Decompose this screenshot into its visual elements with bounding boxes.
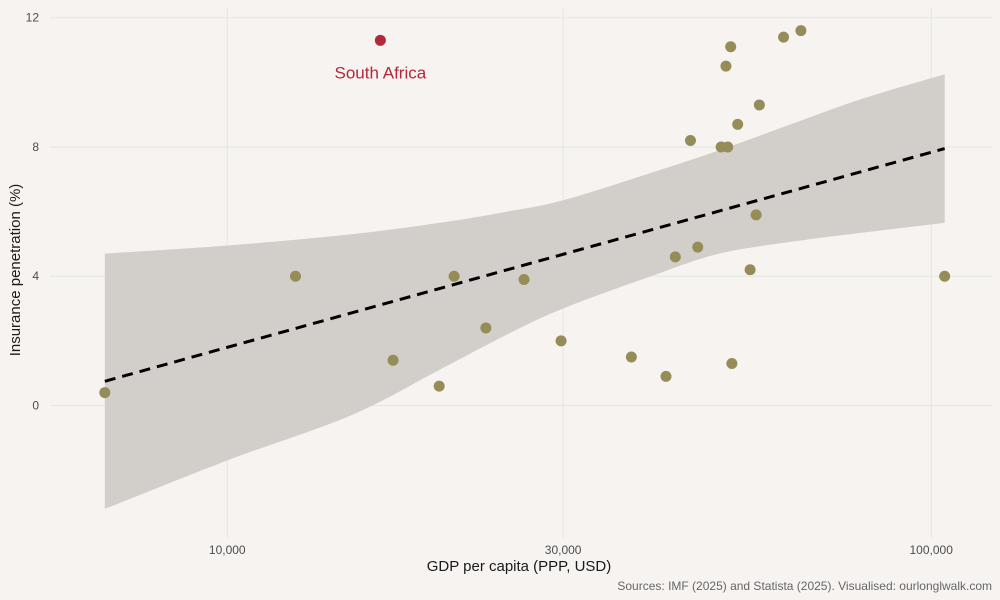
data-point (480, 322, 492, 334)
data-point (99, 387, 111, 399)
data-point (448, 270, 460, 282)
x-tick-label: 30,000 (545, 543, 582, 557)
tick-labels: 0 4 8 12 10,000 30,000 100,000 (26, 11, 954, 557)
data-point (669, 251, 681, 263)
trend-line-group (104, 147, 946, 383)
confidence-band-group (104, 74, 945, 509)
y-tick-label: 0 (32, 399, 39, 413)
x-axis-title: GDP per capita (PPP, USD) (427, 558, 612, 575)
data-point (387, 354, 399, 366)
data-point (692, 241, 704, 253)
data-point (732, 118, 744, 130)
data-point (720, 60, 732, 72)
data-point (750, 209, 762, 221)
data-point (726, 357, 738, 369)
source-caption: Sources: IMF (2025) and Statista (2025).… (617, 579, 992, 593)
y-axis-title: Insurance penetration (%) (7, 184, 24, 357)
data-point (518, 273, 530, 285)
data-point (778, 31, 790, 43)
data-point (555, 335, 567, 347)
annotations: South Africa (335, 63, 427, 82)
data-point (625, 351, 637, 363)
data-point (744, 264, 756, 276)
data-point (289, 270, 301, 282)
data-point (433, 380, 445, 392)
y-tick-label: 8 (32, 140, 39, 154)
highlight-point (374, 34, 386, 46)
confidence-band (104, 74, 945, 509)
data-point (795, 25, 807, 37)
data-point (660, 370, 672, 382)
y-tick-label: 12 (26, 11, 40, 25)
data-point (939, 270, 951, 282)
data-point (684, 135, 696, 146)
point-annotation-label: South Africa (335, 63, 427, 82)
data-point (753, 99, 765, 111)
data-point (722, 141, 734, 153)
trend-line (104, 147, 946, 383)
x-tick-label: 100,000 (910, 543, 954, 557)
y-tick-label: 4 (32, 269, 39, 283)
data-point (725, 41, 737, 53)
x-tick-label: 10,000 (209, 543, 246, 557)
data-points (99, 25, 951, 399)
